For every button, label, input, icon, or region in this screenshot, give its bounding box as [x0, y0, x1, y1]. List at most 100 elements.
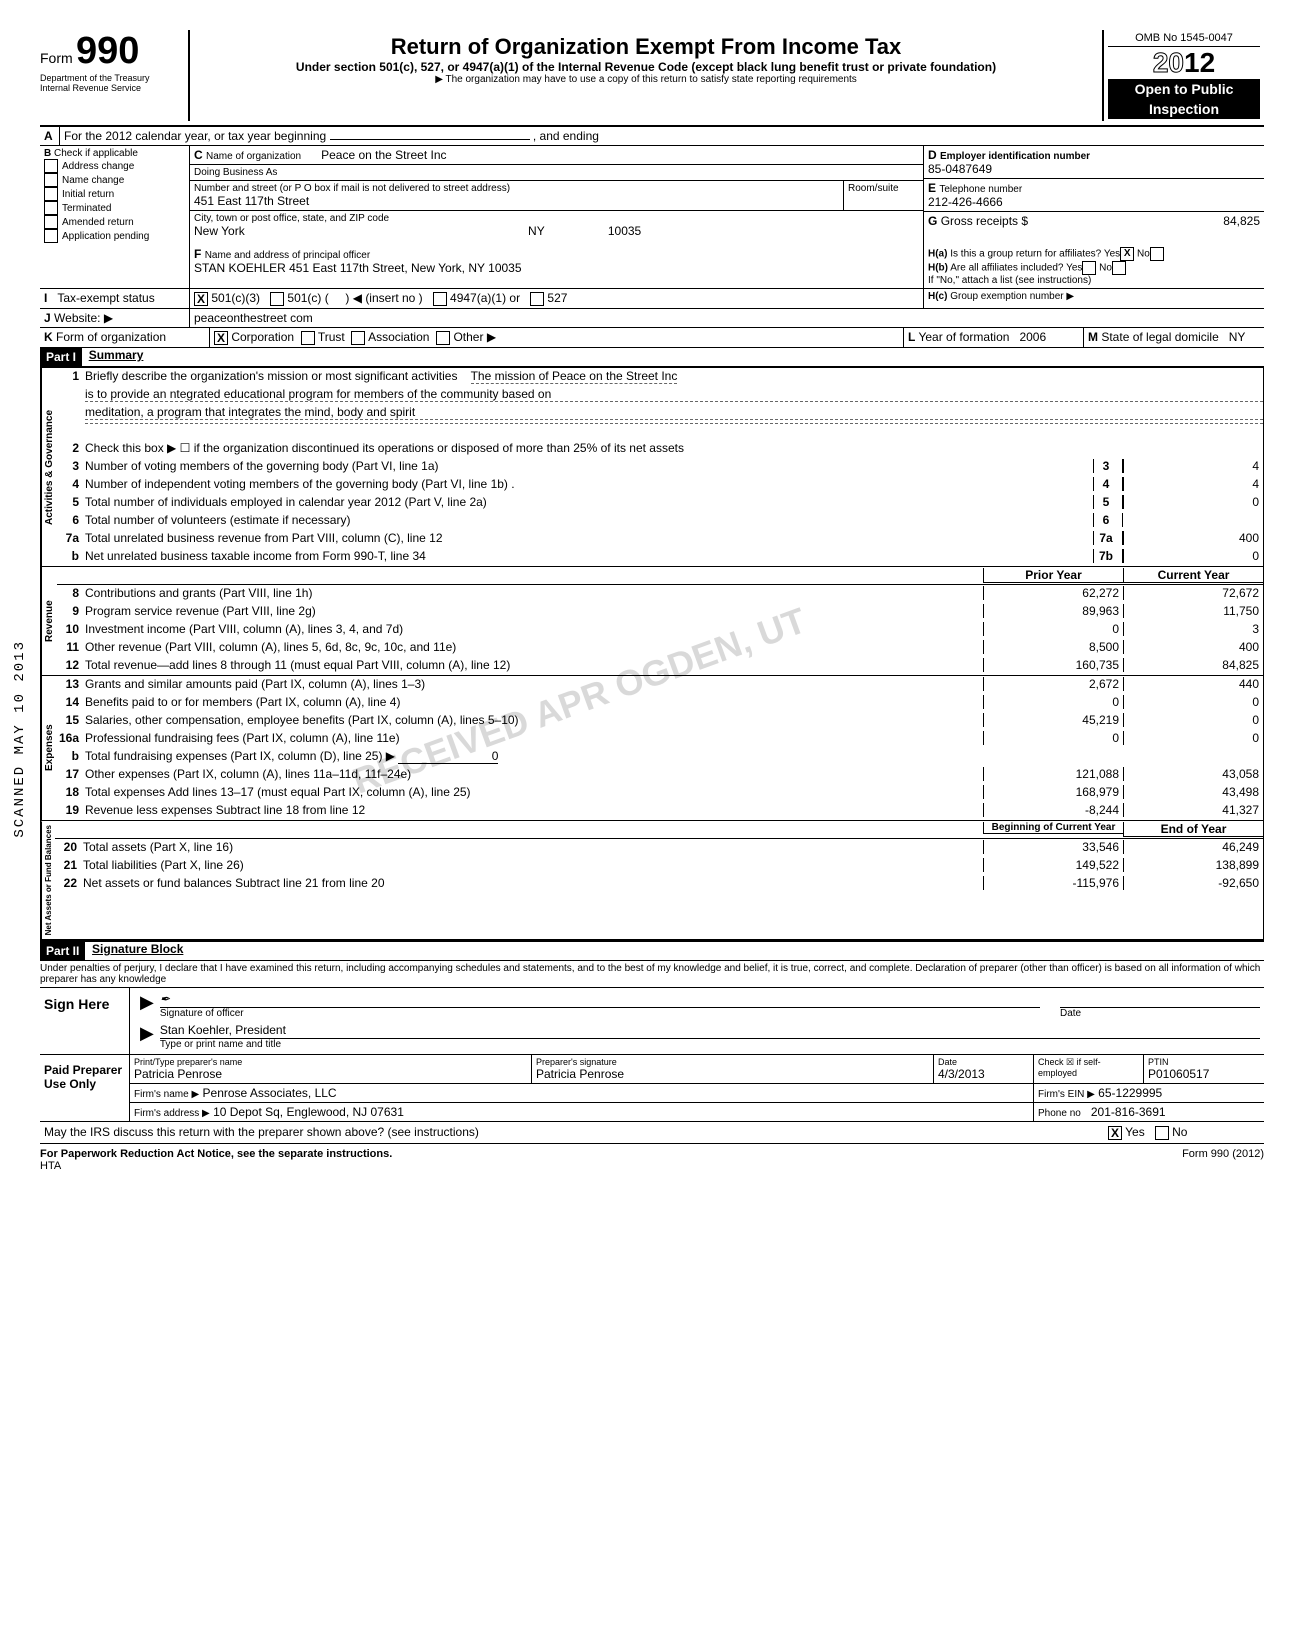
gross-receipts: 84,825: [1223, 214, 1260, 228]
form-header: Form 990 Department of the Treasury Inte…: [40, 30, 1264, 127]
gross-receipts-label: Gross receipts $: [941, 214, 1028, 228]
line-12-prior: 160,735: [983, 658, 1123, 672]
sig-date-label: Date: [1060, 1008, 1260, 1019]
insert-no: ◀ (insert no ): [353, 291, 423, 305]
form-word: Form: [40, 50, 73, 66]
line-22-end: -92,650: [1123, 876, 1263, 890]
firm-addr: 10 Depot Sq, Englewood, NJ 07631: [213, 1105, 404, 1119]
officer-name: Stan Koehler, President: [160, 1023, 1260, 1039]
line-16b-inline: 0: [398, 749, 498, 764]
line-4-box: 4: [1093, 477, 1123, 491]
line-a: A For the 2012 calendar year, or tax yea…: [40, 127, 1264, 146]
chk-527[interactable]: [530, 292, 544, 306]
ein-label: Employer identification number: [940, 151, 1090, 162]
h-b-yes-box[interactable]: [1082, 261, 1096, 275]
sign-here-label: Sign Here: [40, 988, 130, 1054]
h-b-no-label: No: [1099, 263, 1112, 274]
h-a-question: Is this a group return for affiliates?: [950, 249, 1101, 260]
part2-label: Part II: [40, 942, 85, 960]
line-a-end: , and ending: [533, 129, 599, 143]
line-4-desc: Number of independent voting members of …: [85, 477, 1093, 491]
h-a-no-label: No: [1137, 249, 1150, 260]
chk-501c3[interactable]: X: [194, 292, 208, 306]
chk-corp[interactable]: X: [214, 331, 228, 345]
line-22-desc: Net assets or fund balances Subtract lin…: [83, 876, 983, 890]
501c-label: 501(c): [287, 291, 321, 305]
h-b-note: If "No," attach a list (see instructions…: [928, 275, 1260, 286]
line-9-desc: Program service revenue (Part VIII, line…: [85, 604, 983, 618]
line-3-desc: Number of voting members of the governin…: [85, 459, 1093, 473]
tax-exempt-label: Tax-exempt status: [57, 291, 154, 305]
chk-assoc[interactable]: [351, 331, 365, 345]
line-19-desc: Revenue less expenses Subtract line 18 f…: [85, 803, 983, 817]
chk-501c[interactable]: [270, 292, 284, 306]
527-label: 527: [547, 291, 567, 305]
line-5-box: 5: [1093, 495, 1123, 509]
prep-date-label: Date: [938, 1057, 1029, 1067]
irs-no-label: No: [1172, 1125, 1187, 1139]
prep-name: Patricia Penrose: [134, 1067, 527, 1081]
part2-title: Signature Block: [92, 942, 183, 960]
chk-trust[interactable]: [301, 331, 315, 345]
line-21-begin: 149,522: [983, 858, 1123, 872]
h-a-no-box[interactable]: [1150, 247, 1164, 261]
addr-label: Number and street (or P O box if mail is…: [194, 183, 839, 194]
org-name: Peace on the Street Inc: [321, 148, 446, 162]
h-c-label: Group exemption number ▶: [950, 291, 1074, 302]
line-16b-desc: Total fundraising expenses (Part IX, col…: [85, 749, 395, 763]
chk-initial-return[interactable]: Initial return: [44, 187, 185, 201]
firm-ein: 65-1229995: [1098, 1086, 1162, 1100]
irs-discuss-question: May the IRS discuss this return with the…: [40, 1122, 1104, 1143]
h-b-no-box[interactable]: [1112, 261, 1126, 275]
chk-app-pending[interactable]: Application pending: [44, 229, 185, 243]
trust-label: Trust: [318, 330, 345, 344]
ein: 85-0487649: [928, 162, 1260, 176]
zip: 10035: [608, 224, 641, 238]
ptin-label: PTIN: [1148, 1057, 1260, 1067]
form-number: 990: [76, 30, 139, 72]
line-16a-prior: 0: [983, 731, 1123, 745]
chk-4947[interactable]: [433, 292, 447, 306]
line-7b-box: 7b: [1093, 549, 1123, 563]
line-13-prior: 2,672: [983, 677, 1123, 691]
scanned-stamp: SCANNED MAY 10 2013: [12, 640, 28, 838]
line-14-prior: 0: [983, 695, 1123, 709]
line-10-desc: Investment income (Part VIII, column (A)…: [85, 622, 983, 636]
arrow-icon-2: ▶: [134, 1023, 160, 1050]
line-18-curr: 43,498: [1123, 785, 1263, 799]
year-formation: 2006: [1019, 330, 1046, 344]
chk-address-change[interactable]: Address change: [44, 159, 185, 173]
domicile-label: State of legal domicile: [1101, 330, 1218, 344]
chk-terminated[interactable]: Terminated: [44, 201, 185, 215]
corp-label: Corporation: [231, 330, 294, 344]
vlabel-expenses: Expenses: [41, 676, 57, 820]
website-label: Website: ▶: [54, 311, 113, 325]
prep-sig: Patricia Penrose: [536, 1067, 929, 1081]
line-5-desc: Total number of individuals employed in …: [85, 495, 1093, 509]
line-17-curr: 43,058: [1123, 767, 1263, 781]
irs-no-box[interactable]: [1155, 1126, 1169, 1140]
form-subtitle: Under section 501(c), 527, or 4947(a)(1)…: [200, 60, 1092, 74]
line-15-prior: 45,219: [983, 713, 1123, 727]
line-8-curr: 72,672: [1123, 586, 1263, 600]
h-a-yes-label: Yes: [1104, 249, 1120, 260]
line-20-desc: Total assets (Part X, line 16): [83, 840, 983, 854]
chk-name-change[interactable]: Name change: [44, 173, 185, 187]
irs-yes-box[interactable]: X: [1108, 1126, 1122, 1140]
vlabel-governance: Activities & Governance: [41, 368, 57, 566]
perjury-statement: Under penalties of perjury, I declare th…: [40, 961, 1264, 987]
other-label: Other ▶: [453, 330, 496, 344]
officer-label: Name and address of principal officer: [205, 250, 370, 261]
line-17-desc: Other expenses (Part IX, column (A), lin…: [85, 767, 983, 781]
chk-other[interactable]: [436, 331, 450, 345]
open-public-1: Open to Public: [1108, 79, 1260, 99]
room-label: Room/suite: [843, 181, 923, 210]
h-a-yes-box[interactable]: X: [1120, 247, 1134, 261]
hta: HTA: [40, 1160, 61, 1172]
firm-name: Penrose Associates, LLC: [203, 1086, 337, 1100]
line-6-desc: Total number of volunteers (estimate if …: [85, 513, 1093, 527]
domicile: NY: [1229, 330, 1246, 344]
vlabel-balances: Net Assets or Fund Balances: [41, 821, 55, 939]
chk-amended[interactable]: Amended return: [44, 215, 185, 229]
arrow-icon: ▶: [134, 992, 160, 1019]
